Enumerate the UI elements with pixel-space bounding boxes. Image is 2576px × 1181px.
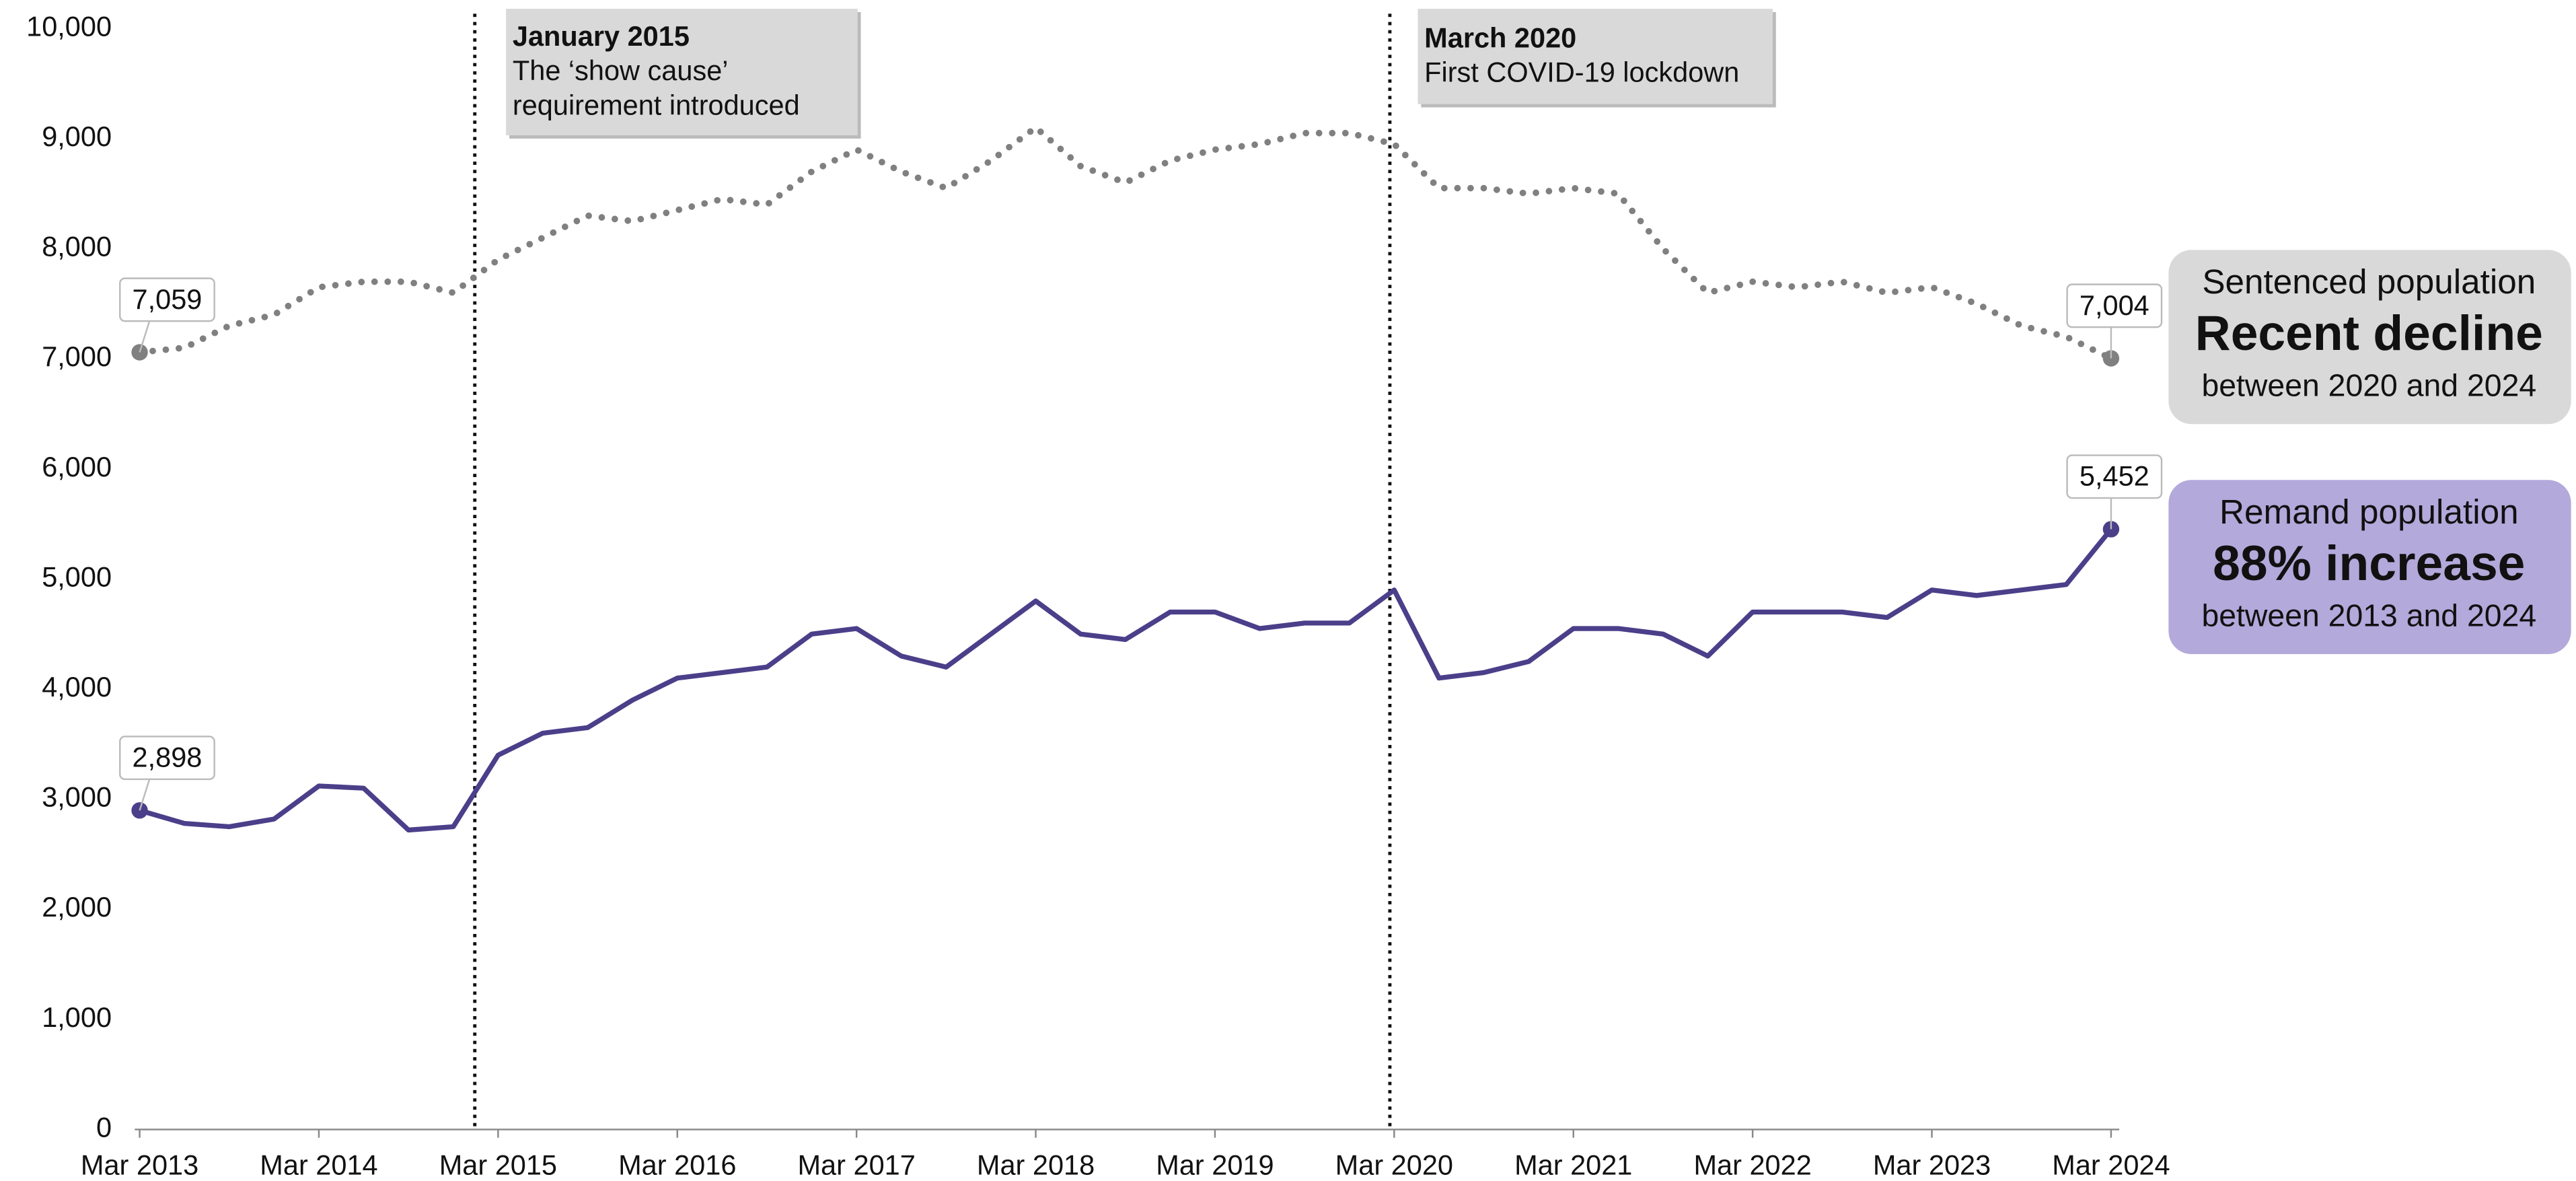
x-tick-label: Mar 2013 — [81, 1149, 198, 1181]
y-tick-label: 10,000 — [26, 10, 112, 42]
x-tick-label: Mar 2022 — [1693, 1149, 1811, 1181]
label-leader — [139, 779, 151, 811]
series-note: between 2013 and 2024 — [2201, 598, 2536, 633]
x-tick-label: Mar 2017 — [797, 1149, 915, 1181]
series-name: Remand population — [2219, 493, 2519, 531]
annotation-title: January 2015 — [513, 20, 690, 52]
annotation-box — [1418, 9, 1773, 104]
data-label: 7,004 — [2080, 289, 2149, 321]
series-headline: 88% increase — [2213, 536, 2525, 591]
x-tick-label: Mar 2023 — [1873, 1149, 1991, 1181]
x-tick-label: Mar 2014 — [260, 1149, 377, 1181]
y-tick-label: 0 — [96, 1111, 112, 1143]
y-tick-label: 8,000 — [42, 231, 112, 262]
y-tick-label: 3,000 — [42, 781, 112, 813]
point-marker — [2102, 521, 2120, 538]
y-tick-label: 6,000 — [42, 451, 112, 482]
x-tick-label: Mar 2016 — [618, 1149, 736, 1181]
series-headline: Recent decline — [2195, 306, 2543, 361]
data-label: 2,898 — [133, 742, 203, 773]
x-tick-label: Mar 2024 — [2052, 1149, 2170, 1181]
y-tick-label: 5,000 — [42, 561, 112, 592]
y-tick-label: 7,000 — [42, 341, 112, 372]
series-line — [139, 528, 2113, 833]
label-box — [119, 277, 215, 322]
y-tick-label: 2,000 — [42, 891, 112, 923]
series-line — [136, 124, 2114, 362]
annotation-text: The ‘show cause’ — [513, 55, 729, 86]
series-box — [2168, 250, 2571, 425]
y-tick-label: 4,000 — [42, 671, 112, 703]
x-tick-label: Mar 2018 — [977, 1149, 1095, 1181]
x-tick-label: Mar 2020 — [1335, 1149, 1453, 1181]
x-tick-label: Mar 2019 — [1156, 1149, 1274, 1181]
series-note: between 2020 and 2024 — [2201, 368, 2536, 403]
y-tick-label: 1,000 — [42, 1001, 112, 1033]
x-tick-label: Mar 2015 — [439, 1149, 557, 1181]
annotation-title: March 2020 — [1424, 22, 1576, 53]
data-label: 7,059 — [133, 283, 203, 315]
annotation-box — [506, 9, 858, 136]
annotation-text: requirement introduced — [513, 90, 800, 121]
label-box — [119, 736, 215, 781]
label-box — [2066, 454, 2163, 499]
data-label: 5,452 — [2080, 460, 2149, 492]
x-tick-label: Mar 2021 — [1514, 1149, 1632, 1181]
label-box — [2066, 283, 2163, 328]
series-box — [2168, 480, 2571, 655]
y-tick-label: 9,000 — [42, 120, 112, 152]
series-name: Sentenced population — [2202, 262, 2536, 301]
annotation-text: First COVID-19 lockdown — [1424, 57, 1739, 88]
label-leader — [139, 320, 151, 353]
